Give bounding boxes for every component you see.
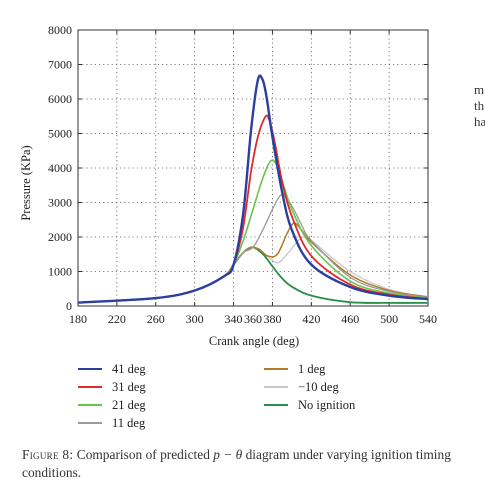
axes: 180 220 260 300 340 360 380 420 460 500 540 0 1000 20…	[48, 23, 437, 326]
figure-label: Figure 8:	[22, 447, 74, 462]
legend-label-11-deg: 11 deg	[112, 416, 146, 430]
y-tick-label: 8000	[48, 23, 72, 37]
y-tick-label: 7000	[48, 58, 72, 72]
figure-caption: Figure 8: Comparison of predicted p − θ …	[22, 446, 462, 482]
clipped-text-line-3: ha	[474, 114, 485, 129]
legend-label-no-ignition: No ignition	[298, 398, 356, 412]
x-tick-label: 420	[302, 312, 320, 326]
series-line-41-deg	[77, 74, 429, 304]
plot-frame	[77, 29, 429, 307]
x-axis-title: Crank angle (deg)	[209, 334, 299, 348]
legend-label-1-deg: 1 deg	[298, 362, 326, 376]
y-tick-label: 1000	[48, 265, 72, 279]
caption-text-after: diagram under varying ignition timing co…	[22, 447, 451, 480]
series-line-21-deg	[77, 159, 429, 304]
x-tick-label: 260	[147, 312, 165, 326]
clipped-text-line-1: m	[474, 82, 485, 97]
legend-label-41-deg: 41 deg	[112, 362, 146, 376]
x-tick-label: 380	[263, 312, 281, 326]
x-tick-label: 460	[341, 312, 359, 326]
x-tick-label: 300	[186, 312, 204, 326]
y-axis-title: Pressure (KPa)	[19, 145, 33, 220]
clipped-text-line-2: th	[474, 98, 485, 113]
y-tick-label: 5000	[48, 127, 72, 141]
x-tick-label: 540	[419, 312, 437, 326]
legend-label-10-deg: −10 deg	[298, 380, 339, 394]
grid	[78, 30, 428, 306]
legend-label-21-deg: 21 deg	[112, 398, 146, 412]
y-tick-label: 0	[66, 299, 72, 313]
x-tick-label: 180	[69, 312, 87, 326]
x-tick-label: 360	[244, 312, 262, 326]
caption-math: p − θ	[213, 447, 243, 462]
y-tick-label: 4000	[48, 161, 72, 175]
x-tick-label: 220	[108, 312, 126, 326]
x-tick-label: 500	[380, 312, 398, 326]
y-tick-label: 3000	[48, 196, 72, 210]
legend: 41 deg 31 deg 21 deg 11 deg 1 deg −10 deg No i…	[78, 362, 356, 430]
series-lines	[77, 74, 429, 304]
x-tick-label: 340	[225, 312, 243, 326]
y-tick-label: 2000	[48, 230, 72, 244]
legend-label-31-deg: 31 deg	[112, 380, 146, 394]
y-tick-label: 6000	[48, 92, 72, 106]
caption-text-before: Comparison of predicted	[73, 447, 214, 462]
